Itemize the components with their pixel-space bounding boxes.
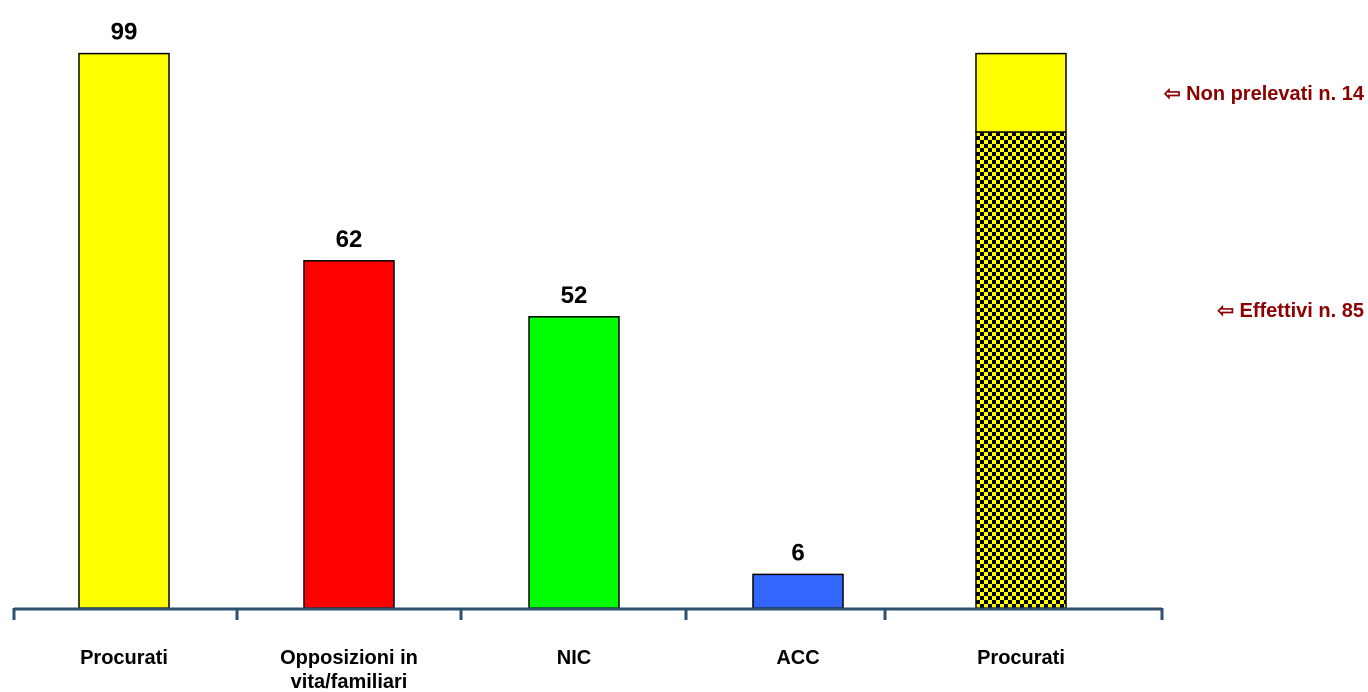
category-label-2-0: NIC [557,647,591,669]
annotation-text-0: Effettivi n. 85 [1240,300,1364,322]
stacked-category-label: Procurati [977,647,1065,669]
data-label-2: 52 [561,282,588,309]
stacked-segment-0 [975,131,1067,609]
category-label-0-0: Procurati [80,647,168,669]
bar-0 [78,52,170,609]
category-label-1-0: Opposizioni in [280,647,418,669]
category-label-1-1: vita/familiari [291,671,408,692]
stacked-segment-1 [975,52,1067,133]
annotation-text-1: Non prelevati n. 14 [1186,83,1365,105]
bar-1 [303,260,395,609]
arrow-left-icon: ⇦ [1164,83,1186,105]
annotation-0: ⇦ Effettivi n. 85 [1217,300,1364,322]
category-label-3-0: ACC [776,647,819,669]
annotation-1: ⇦ Non prelevati n. 14 [1164,83,1365,105]
arrow-left-icon: ⇦ [1217,300,1239,322]
labels-group: 99 Procurati 62 Opposizioni invita/familiar… [80,19,1365,692]
data-label-3: 6 [791,539,804,566]
data-label-0: 99 [111,19,138,46]
data-label-1: 62 [336,226,363,253]
stacked-bar-group [975,52,1067,609]
bar-3 [752,573,844,609]
bars-group [78,52,844,609]
bar-2 [528,316,620,609]
x-axis [12,607,1164,620]
